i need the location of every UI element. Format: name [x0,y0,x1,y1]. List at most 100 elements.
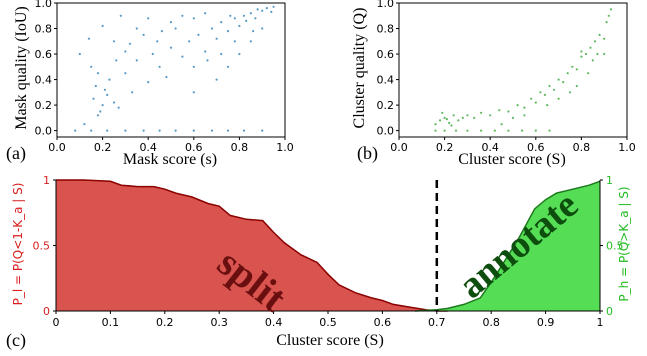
x-tick-label: 0.0 [390,141,408,154]
data-point [249,12,252,15]
data-point [242,129,246,132]
panel-b-label: (b) [357,143,378,164]
data-point [605,21,608,24]
x-tick-label: 0.8 [482,316,500,329]
data-point [192,17,195,20]
data-point [272,5,275,8]
x-tick-label: 1.0 [276,141,294,154]
axes-b: 0.0 0.2 0.4 0.6 0.8 1.0 0.0 0.2 0.4 0.6 0.8 1.0 [377,0,636,154]
data-point [571,65,574,68]
data-point [106,93,109,96]
data-point [498,109,501,112]
data-point [607,14,610,17]
data-point [226,65,230,68]
data-point [507,110,510,113]
data-point [192,65,195,68]
data-point [220,21,223,24]
x-tick-label: 0.2 [94,141,112,154]
data-point [548,129,551,132]
y-tick-label: 0.4 [35,74,53,87]
data-point [557,97,560,100]
data-point [197,33,200,37]
data-point [534,129,537,132]
x-tick-label: 0.4 [481,141,499,154]
data-point [160,30,163,33]
data-point [210,129,214,132]
scatter-points-b [434,8,613,132]
data-point [473,116,476,119]
x-tick-label: 0.4 [139,141,157,154]
data-point [204,12,207,15]
data-point [265,7,268,10]
y-tick-label-left: 0.5 [33,240,51,253]
data-point [261,27,264,30]
data-point [92,97,95,100]
data-point [534,101,537,104]
data-point [142,33,145,37]
y-tick-label-right: 1 [606,174,613,187]
data-point [90,65,93,68]
data-point [507,129,510,132]
data-point [226,129,230,132]
data-point [461,116,464,119]
data-point [96,72,100,75]
data-point [96,114,100,117]
data-point [90,129,93,132]
data-point [445,118,448,121]
x-tick-label: 0.2 [436,141,454,154]
data-point [252,30,255,33]
data-point [156,40,159,43]
data-point [466,129,469,132]
area-split [56,180,448,311]
data-point [500,123,503,126]
axes-a: 0.0 0.2 0.4 0.6 0.8 1.0 0.0 0.2 0.4 0.6 0.8 1.0 [35,0,294,154]
y-tick-label: 0.6 [377,48,395,61]
data-point [254,17,257,20]
curve-split [56,179,448,312]
data-point [466,114,469,117]
y-tick-label-left: 1 [43,174,50,187]
panel-c: 0 0.1 0.2 0.3 0.4 0.5 0.6 0.7 0.8 0.9 100.5100.51 … [6,174,631,351]
x-tick-label: 1 [597,316,604,329]
data-point [147,81,150,84]
data-point [188,40,191,43]
data-point [261,9,264,12]
data-point [489,114,492,117]
data-point [87,37,90,40]
x-tick-label: 0.3 [210,316,228,329]
data-point [142,129,145,132]
y-tick-label: 0.8 [35,23,53,36]
panel-b: 0.0 0.2 0.4 0.6 0.8 1.0 0.0 0.2 0.4 0.6 0.8 1.0 (b)… [351,0,636,168]
data-point [443,116,446,119]
panel-a: 0.0 0.2 0.4 0.6 0.8 1.0 0.0 0.2 0.4 0.6 0.8 1.0 (a)… [6,0,294,168]
data-point [99,110,102,113]
data-point [452,114,455,117]
scatter-points-a [74,5,275,132]
data-point [181,55,184,58]
y-tick-label: 0.4 [377,74,395,87]
x-tick-label: 1.0 [618,141,636,154]
data-point [112,101,116,104]
data-point [147,17,150,20]
data-point [443,129,446,132]
data-point [557,78,560,81]
x-tick-label: 0.5 [319,316,337,329]
y-axis-label-b: Cluster quality (Q) [351,8,368,129]
data-point [210,27,214,30]
data-point [74,129,77,132]
area-series-c [56,179,601,312]
data-point [480,129,483,132]
x-tick-label: 0.8 [231,141,249,154]
data-point [124,50,127,53]
data-point [539,91,542,94]
data-point [609,8,613,11]
data-point [493,129,496,132]
data-point [523,114,526,117]
panel-a-label: (a) [6,143,26,164]
data-point [169,21,173,24]
data-point [215,37,218,40]
y-tick-label: 0.8 [377,23,395,36]
y-axis-label-a: Mask quality (IoU) [13,6,30,130]
data-point [169,46,173,49]
